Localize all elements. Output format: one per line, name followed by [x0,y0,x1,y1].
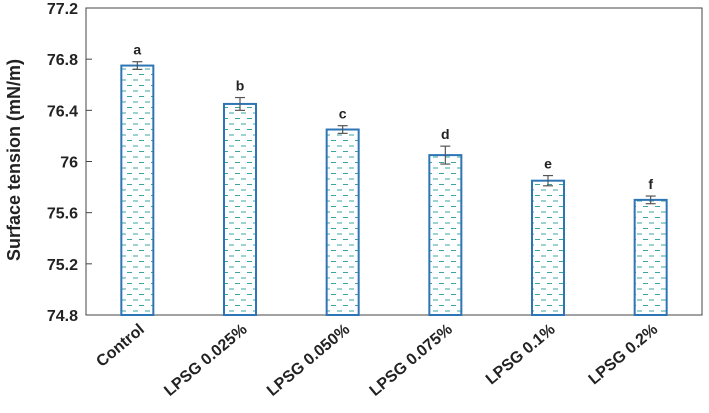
y-tick-label: 75.6 [47,206,78,223]
y-tick-label: 77.2 [47,1,78,18]
plot-area: 74.8 75.2 75.6 76 76.4 76.8 77.2 a Control b LPSG … [47,1,703,400]
x-tick-label: LPSG 0.1% [483,321,559,388]
x-tick-label: LPSG 0.075% [367,321,456,400]
plot-frame [85,7,703,316]
y-tick-label: 76.8 [47,52,78,69]
significance-letter: b [236,78,245,94]
bar [428,154,463,316]
bar [633,198,668,316]
significance-letter: e [544,156,552,172]
bar [120,64,155,316]
y-tick-label: 76.4 [47,103,78,120]
y-tick-label: 75.2 [47,257,78,274]
bar [531,179,565,316]
y-axis-label: Surface tension (mN/m) [4,59,24,261]
significance-letter: d [441,126,450,142]
significance-letter: c [339,106,347,122]
significance-letter: f [648,176,653,192]
x-tick-label: Control [93,321,147,371]
x-tick-label: LPSG 0.050% [264,321,353,400]
y-tick-label: 76 [60,155,78,172]
bar [223,102,257,316]
x-tick-label: LPSG 0.2% [586,321,662,388]
y-tick-label: 74.8 [47,308,78,325]
significance-letter: a [133,42,141,58]
x-tick-label: LPSG 0.025% [161,321,250,400]
bar [325,128,360,316]
